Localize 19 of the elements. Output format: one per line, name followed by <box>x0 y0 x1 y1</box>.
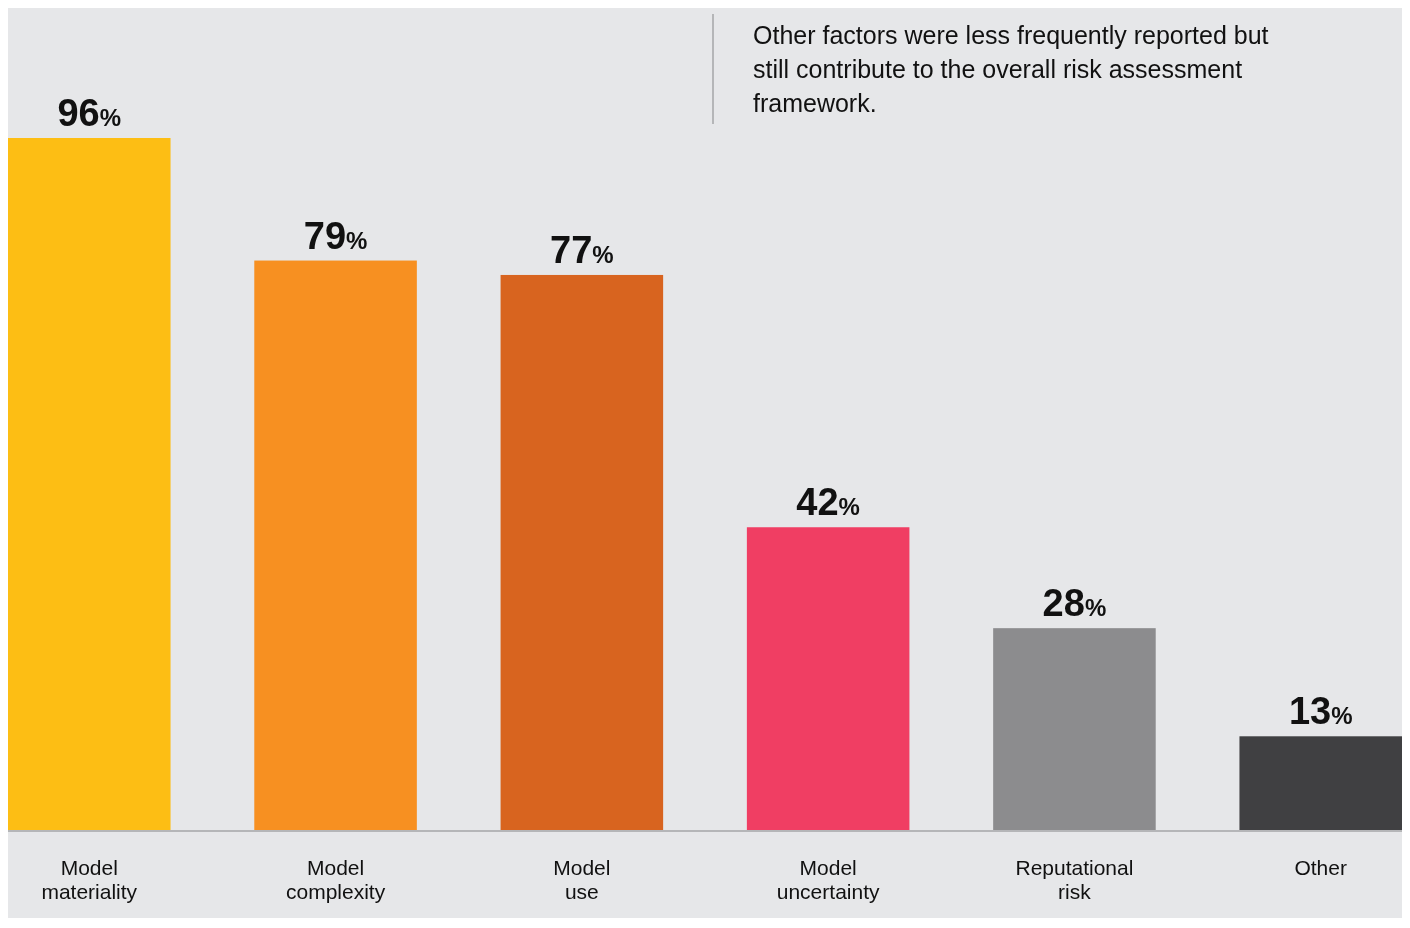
data-label: 28% <box>1042 582 1107 625</box>
x-tick-label: Model complexity <box>285 856 386 903</box>
x-tick-label: Reputational risk <box>1015 856 1134 903</box>
bar <box>8 138 171 830</box>
x-tick-label: Model materiality <box>41 856 138 903</box>
bar <box>500 274 664 830</box>
bar <box>254 260 417 830</box>
bar <box>1239 736 1402 830</box>
data-label: 42% <box>796 481 860 524</box>
data-label: 96% <box>57 92 122 134</box>
text: Other factors were less frequently reported but still contribute to the overall risk assessment framework. <box>753 21 1269 117</box>
bar <box>993 628 1156 830</box>
data-label: 77% <box>550 228 614 271</box>
bar <box>746 527 910 830</box>
x-tick-label: Model use <box>553 856 611 903</box>
data-label: 13% <box>1288 690 1353 733</box>
x-tick-label: Model uncertainty <box>776 856 880 903</box>
x-tick-label: Other <box>1294 856 1347 879</box>
data-label: 79% <box>303 214 368 257</box>
